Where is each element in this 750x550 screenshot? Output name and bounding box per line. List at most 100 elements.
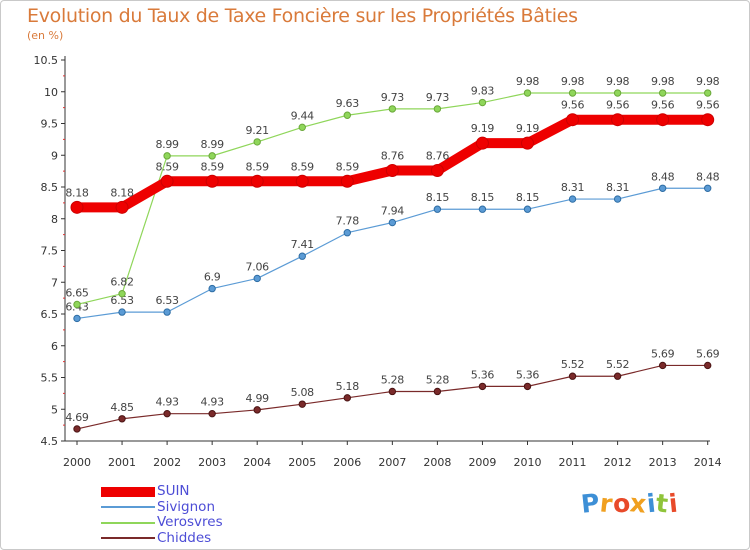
data-point <box>658 361 667 370</box>
data-label: 9.21 <box>246 124 269 137</box>
data-label: 9.56 <box>561 99 585 112</box>
data-label: 8.15 <box>516 191 540 204</box>
x-tick-label: 2002 <box>153 456 181 469</box>
data-point <box>163 152 171 160</box>
data-point <box>388 218 397 227</box>
data-label: 4.93 <box>155 396 179 409</box>
x-tick-label: 2007 <box>378 456 406 469</box>
data-label: 5.52 <box>606 358 629 371</box>
x-tick-label: 2001 <box>108 456 136 469</box>
data-label: 5.08 <box>291 386 315 399</box>
data-point <box>253 274 261 283</box>
data-label: 8.31 <box>561 181 584 194</box>
data-point <box>478 382 487 391</box>
data-label: 8.59 <box>291 160 315 173</box>
x-tick-label: 2008 <box>423 456 451 469</box>
legend-label: Verosvres <box>157 514 223 530</box>
y-tick-label: 6.5 <box>41 308 59 321</box>
data-point <box>160 174 174 188</box>
series-sivignon: 6.436.536.536.97.067.417.787.948.158.158… <box>65 170 720 323</box>
x-tick-label: 2009 <box>468 456 496 469</box>
data-label: 4.93 <box>201 396 225 409</box>
data-label: 4.99 <box>246 392 270 405</box>
data-label: 7.94 <box>381 205 405 218</box>
logo-letter: i <box>667 488 680 519</box>
chart-unit-label: (en %) <box>27 29 64 42</box>
legend-swatch <box>101 521 155 524</box>
data-point <box>118 289 126 298</box>
data-label: 6.53 <box>110 294 134 307</box>
data-point <box>658 184 667 192</box>
data-point <box>388 105 397 113</box>
x-tick-label: 2010 <box>514 456 542 469</box>
data-label: 7.78 <box>336 215 360 228</box>
data-label: 8.59 <box>155 160 179 173</box>
data-label: 8.15 <box>426 191 450 204</box>
data-point <box>208 152 216 160</box>
data-label: 6.53 <box>155 294 179 307</box>
data-point <box>613 372 622 380</box>
data-point <box>295 174 309 188</box>
data-point <box>118 415 126 423</box>
data-point <box>523 382 532 391</box>
data-point <box>70 200 84 214</box>
data-label: 5.52 <box>561 358 584 371</box>
data-point <box>475 136 489 150</box>
y-tick-label: 5 <box>51 403 58 416</box>
data-point <box>253 138 261 146</box>
data-label: 8.76 <box>381 149 405 162</box>
data-label: 5.28 <box>426 373 450 386</box>
data-label: 8.15 <box>471 191 495 204</box>
data-point <box>343 394 351 402</box>
data-point <box>73 314 81 323</box>
y-tick-label: 10.5 <box>34 54 59 67</box>
data-label: 8.18 <box>110 186 134 199</box>
x-tick-label: 2006 <box>333 456 361 469</box>
data-point <box>73 300 81 309</box>
data-point <box>298 252 306 260</box>
data-label: 5.18 <box>336 380 360 393</box>
data-point <box>205 174 219 188</box>
data-point <box>613 195 622 203</box>
y-tick-label: 6 <box>51 340 58 353</box>
data-point <box>433 387 442 396</box>
data-label: 8.76 <box>426 149 450 162</box>
data-point <box>208 409 216 418</box>
data-point <box>701 113 715 127</box>
data-point <box>115 200 129 214</box>
data-point <box>163 409 171 418</box>
data-label: 8.59 <box>336 160 360 173</box>
data-label: 8.48 <box>651 170 675 183</box>
data-label: 5.36 <box>516 368 540 381</box>
data-point <box>566 113 580 127</box>
data-label: 8.59 <box>201 160 225 173</box>
data-label: 8.59 <box>246 160 270 173</box>
data-label: 9.63 <box>336 97 360 110</box>
data-label: 8.99 <box>155 138 179 151</box>
data-point <box>343 229 351 237</box>
data-point <box>385 163 399 177</box>
data-label: 5.28 <box>381 373 405 386</box>
data-point <box>478 98 487 107</box>
data-point <box>118 308 126 316</box>
data-point <box>250 174 264 188</box>
data-point <box>704 89 712 97</box>
data-label: 8.48 <box>696 170 720 183</box>
data-point <box>430 163 444 177</box>
data-point <box>73 425 81 433</box>
y-tick-label: 7 <box>51 276 58 289</box>
x-tick-label: 2014 <box>694 456 722 469</box>
data-label: 9.56 <box>651 99 675 112</box>
data-label: 5.69 <box>651 347 675 360</box>
data-point <box>433 105 442 113</box>
data-label: 7.41 <box>291 238 314 251</box>
data-label: 9.98 <box>651 75 675 88</box>
data-point <box>343 111 351 119</box>
data-point <box>298 123 306 132</box>
data-label: 4.85 <box>110 401 134 414</box>
legend-swatch <box>101 537 155 540</box>
y-tick-label: 9 <box>51 149 58 162</box>
data-label: 5.69 <box>696 347 720 360</box>
data-label: 9.73 <box>426 91 450 104</box>
